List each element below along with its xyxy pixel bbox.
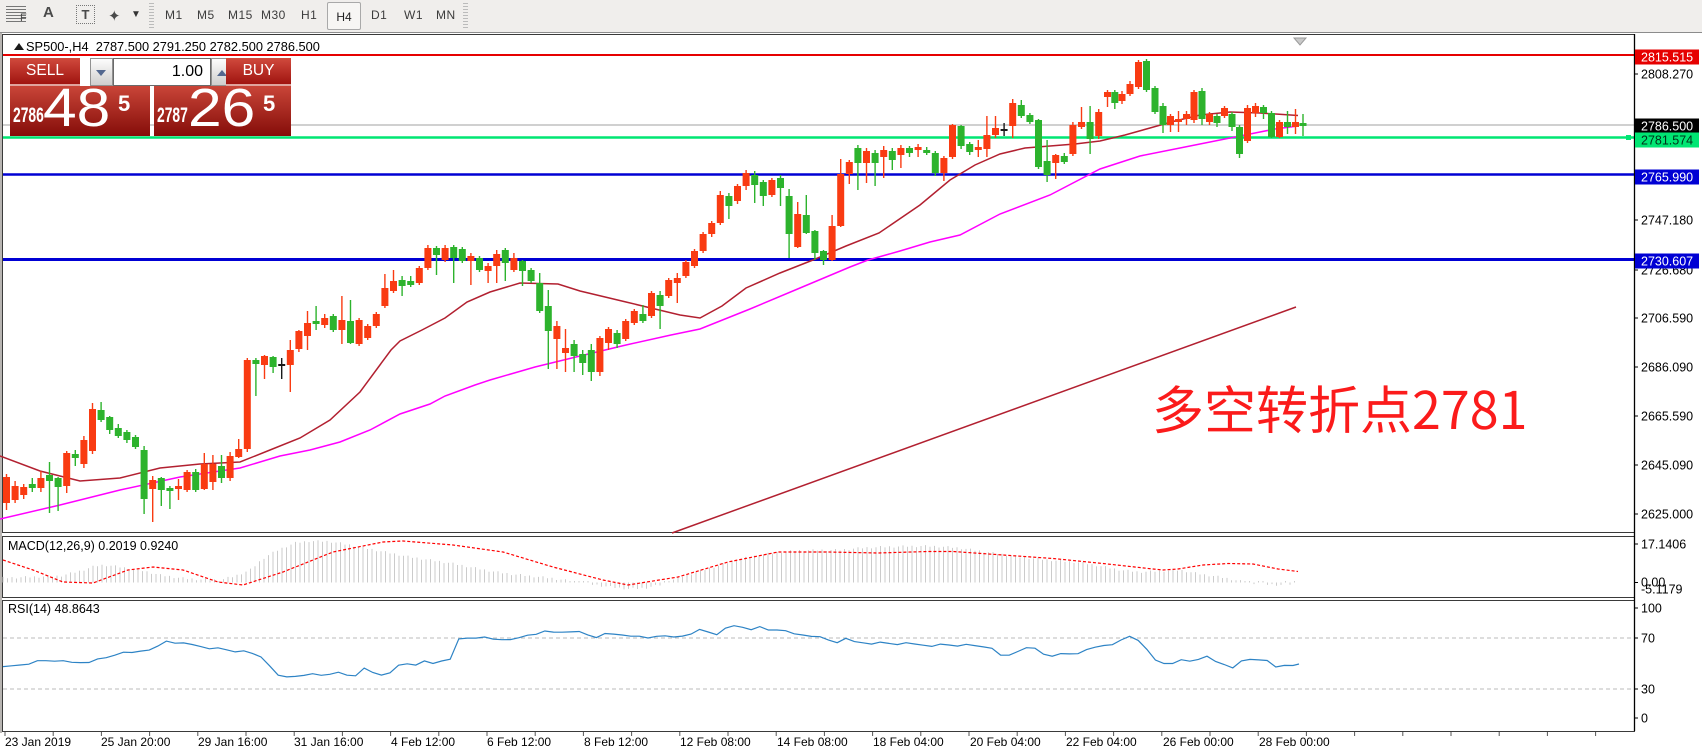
svg-text:29 Jan 16:00: 29 Jan 16:00 (198, 735, 268, 749)
svg-text:0.00: 0.00 (1641, 576, 1665, 590)
svg-text:17.1406: 17.1406 (1641, 538, 1686, 552)
svg-text:0: 0 (1641, 712, 1648, 726)
svg-text:2808.270: 2808.270 (1641, 68, 1693, 82)
svg-text:12 Feb 08:00: 12 Feb 08:00 (680, 735, 751, 749)
svg-text:-5.1179: -5.1179 (1641, 583, 1683, 597)
svg-text:2786.500: 2786.500 (1641, 120, 1693, 134)
svg-text:2665.590: 2665.590 (1641, 410, 1693, 424)
svg-text:SP500-,H4 2787.500 2791.250 2: SP500-,H4 2787.500 2791.250 2782.500 278… (26, 39, 320, 54)
svg-text:23 Jan 2019: 23 Jan 2019 (5, 735, 71, 749)
svg-text:25 Jan 20:00: 25 Jan 20:00 (101, 735, 171, 749)
svg-text:2730.607: 2730.607 (1641, 255, 1693, 269)
svg-text:14 Feb 08:00: 14 Feb 08:00 (777, 735, 848, 749)
svg-text:2625.000: 2625.000 (1641, 508, 1693, 522)
svg-text:100: 100 (1641, 602, 1662, 616)
svg-text:6 Feb 12:00: 6 Feb 12:00 (487, 735, 551, 749)
svg-text:RSI(14) 48.8643: RSI(14) 48.8643 (8, 602, 100, 616)
svg-text:31 Jan 16:00: 31 Jan 16:00 (294, 735, 364, 749)
svg-text:2747.180: 2747.180 (1641, 214, 1693, 228)
svg-text:2706.590: 2706.590 (1641, 312, 1693, 326)
svg-text:70: 70 (1641, 632, 1655, 646)
svg-text:8 Feb 12:00: 8 Feb 12:00 (584, 735, 648, 749)
svg-text:2781.574: 2781.574 (1641, 134, 1693, 148)
svg-text:2645.090: 2645.090 (1641, 459, 1693, 473)
svg-text:26 Feb 00:00: 26 Feb 00:00 (1163, 735, 1234, 749)
svg-text:2686.090: 2686.090 (1641, 361, 1693, 375)
svg-text:22 Feb 04:00: 22 Feb 04:00 (1066, 735, 1137, 749)
svg-text:2765.990: 2765.990 (1641, 171, 1693, 185)
svg-text:30: 30 (1641, 683, 1655, 697)
svg-text:2815.515: 2815.515 (1641, 51, 1693, 65)
svg-text:20 Feb 04:00: 20 Feb 04:00 (970, 735, 1041, 749)
svg-text:18 Feb 04:00: 18 Feb 04:00 (873, 735, 944, 749)
svg-text:MACD(12,26,9) 0.2019 0.9240: MACD(12,26,9) 0.2019 0.9240 (8, 539, 178, 553)
svg-text:28 Feb 00:00: 28 Feb 00:00 (1259, 735, 1330, 749)
svg-text:4 Feb 12:00: 4 Feb 12:00 (391, 735, 455, 749)
